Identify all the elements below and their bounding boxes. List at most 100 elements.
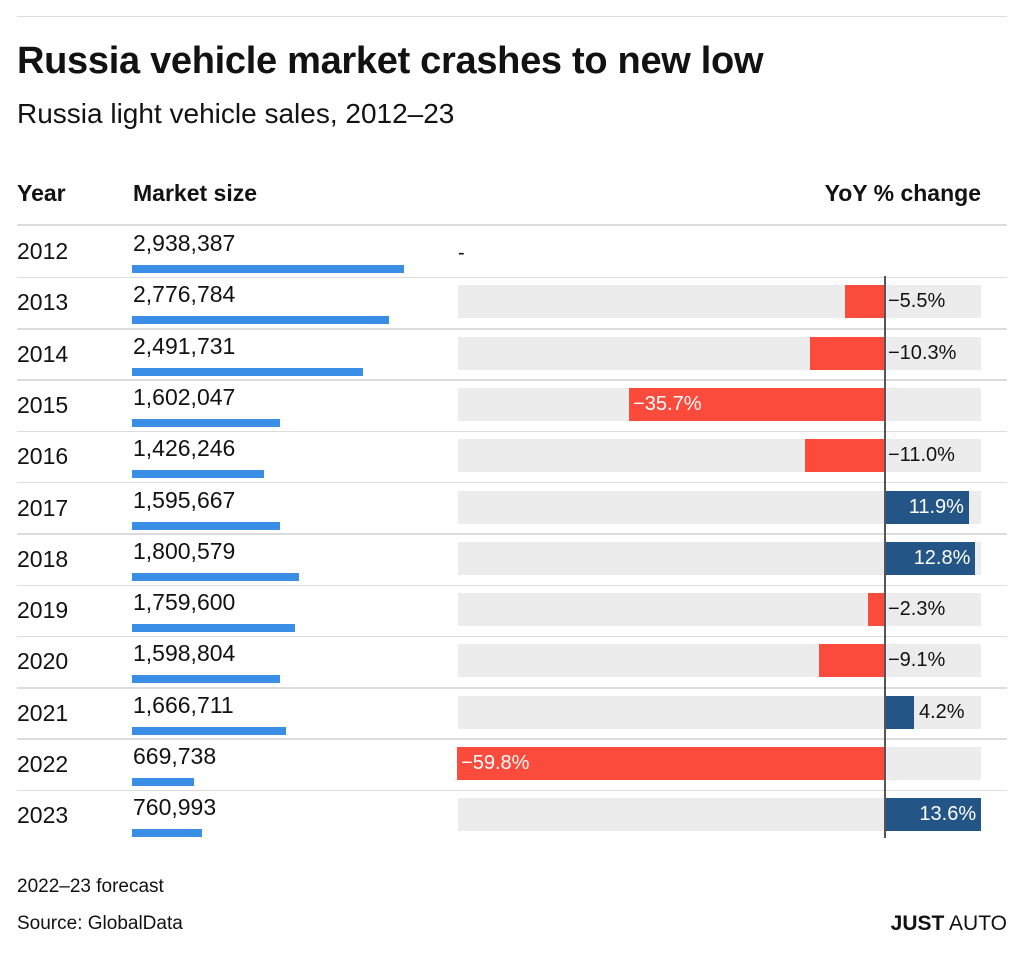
row-divider bbox=[17, 533, 1007, 535]
market-size-value: 1,426,246 bbox=[133, 435, 236, 462]
table-row: 2015 1,602,047 −35.7% bbox=[0, 380, 1024, 433]
forecast-note: 2022–23 forecast bbox=[17, 876, 164, 897]
year-label: 2022 bbox=[17, 751, 69, 777]
header-market-size: Market size bbox=[133, 180, 258, 206]
market-size-bar bbox=[132, 470, 265, 479]
header-divider bbox=[17, 224, 1007, 226]
yoy-value-label: −2.3% bbox=[888, 598, 946, 621]
row-divider bbox=[17, 789, 1007, 792]
yoy-bar-negative bbox=[629, 387, 884, 421]
market-size-value: 1,800,579 bbox=[133, 537, 236, 564]
zero-axis-line bbox=[884, 276, 886, 838]
year-label: 2018 bbox=[17, 545, 69, 572]
yoy-bar-positive bbox=[884, 798, 982, 832]
yoy-bar-negative bbox=[844, 285, 884, 319]
yoy-value-label: −10.3% bbox=[888, 341, 957, 364]
year-label: 2019 bbox=[17, 597, 69, 624]
market-size-value: 1,666,711 bbox=[133, 691, 234, 718]
yoy-value-label: 4.2% bbox=[918, 700, 965, 723]
table-row: 2022 669,738 −59.8% bbox=[0, 739, 1024, 792]
row-divider bbox=[17, 481, 1007, 484]
yoy-value-label: −11.0% bbox=[888, 444, 955, 467]
row-divider bbox=[17, 635, 1007, 638]
table-row: 2019 1,759,600 −2.3% bbox=[0, 585, 1024, 638]
header-yoy-change: YoY % change bbox=[824, 180, 981, 206]
market-size-bar bbox=[132, 726, 287, 735]
market-size-value: 2,776,784 bbox=[133, 281, 236, 308]
row-divider bbox=[17, 687, 1007, 689]
table-row: 2018 1,800,579 12.8% bbox=[0, 534, 1024, 587]
market-size-bar bbox=[132, 265, 404, 273]
yoy-value-label: −9.1% bbox=[888, 649, 946, 672]
brand-light: AUTO bbox=[949, 912, 1007, 935]
year-label: 2020 bbox=[17, 648, 69, 675]
row-divider bbox=[17, 430, 1007, 433]
chart-title: Russia vehicle market crashes to new low bbox=[17, 40, 764, 82]
yoy-bar-negative bbox=[810, 336, 884, 370]
yoy-bar-negative bbox=[867, 593, 884, 627]
table-row: 2023 760,993 13.6% bbox=[0, 790, 1024, 841]
yoy-bar-positive bbox=[884, 541, 976, 575]
market-size-value: 1,598,804 bbox=[133, 640, 236, 667]
row-divider bbox=[17, 328, 1007, 330]
market-size-value: 760,993 bbox=[133, 794, 217, 821]
market-size-bar bbox=[132, 624, 295, 633]
brand-bold: JUST bbox=[890, 912, 945, 935]
table-row: 2021 1,666,711 4.2% bbox=[0, 688, 1024, 740]
top-divider bbox=[17, 16, 1007, 17]
yoy-bar-positive bbox=[884, 490, 969, 524]
yoy-value-label: −35.7% bbox=[633, 392, 702, 415]
yoy-empty-label: - bbox=[458, 242, 465, 264]
market-size-value: 2,491,731 bbox=[133, 332, 236, 359]
row-divider bbox=[17, 584, 1007, 587]
market-size-value: 1,759,600 bbox=[133, 589, 236, 616]
row-divider bbox=[17, 738, 1007, 740]
yoy-value-label: 12.8% bbox=[913, 546, 971, 569]
yoy-bar-track bbox=[458, 439, 981, 473]
market-size-bar bbox=[132, 521, 280, 530]
market-size-value: 669,738 bbox=[133, 743, 217, 769]
year-label: 2015 bbox=[17, 391, 69, 418]
yoy-bar-negative bbox=[819, 644, 884, 678]
market-size-bar bbox=[132, 675, 280, 684]
table-row: 2012 2,938,387 - bbox=[0, 226, 1024, 279]
table-row: 2016 1,426,246 −11.0% bbox=[0, 431, 1024, 484]
brand-logo: JUST AUTO bbox=[891, 912, 1007, 936]
yoy-bar-positive bbox=[884, 695, 914, 729]
year-label: 2013 bbox=[17, 289, 69, 316]
table-row: 2017 1,595,667 11.9% bbox=[0, 483, 1024, 535]
chart-subtitle: Russia light vehicle sales, 2012–23 bbox=[17, 98, 455, 129]
row-divider bbox=[17, 379, 1007, 381]
table-row: 2013 2,776,784 −5.5% bbox=[0, 277, 1024, 330]
year-label: 2017 bbox=[17, 494, 69, 521]
yoy-bar-track bbox=[458, 593, 981, 627]
year-label: 2021 bbox=[17, 699, 69, 726]
yoy-bar-negative bbox=[805, 439, 884, 473]
yoy-value-label: −59.8% bbox=[461, 752, 530, 774]
header-year: Year bbox=[17, 180, 66, 206]
yoy-bar-track bbox=[458, 644, 981, 678]
yoy-value-label: 13.6% bbox=[919, 803, 977, 826]
market-size-bar bbox=[132, 829, 203, 838]
market-size-bar bbox=[132, 316, 390, 325]
year-label: 2014 bbox=[17, 340, 69, 367]
market-size-bar bbox=[132, 418, 281, 427]
table-row: 2020 1,598,804 −9.1% bbox=[0, 636, 1024, 689]
yoy-value-label: 11.9% bbox=[908, 495, 964, 518]
year-label: 2012 bbox=[17, 238, 69, 264]
year-label: 2016 bbox=[17, 443, 69, 470]
market-size-value: 2,938,387 bbox=[133, 230, 236, 256]
year-label: 2023 bbox=[17, 802, 69, 829]
yoy-bar-track bbox=[458, 336, 981, 370]
yoy-bar-track bbox=[458, 285, 981, 319]
market-size-value: 1,602,047 bbox=[133, 383, 236, 410]
market-size-bar bbox=[132, 367, 363, 376]
market-size-value: 1,595,667 bbox=[133, 486, 236, 513]
source-note: Source: GlobalData bbox=[17, 913, 183, 934]
yoy-value-label: −5.5% bbox=[888, 290, 946, 313]
yoy-bar-negative bbox=[457, 747, 884, 780]
table-row: 2014 2,491,731 −10.3% bbox=[0, 329, 1024, 381]
market-size-bar bbox=[132, 572, 299, 581]
row-divider bbox=[17, 276, 1007, 279]
market-size-bar bbox=[132, 778, 194, 786]
